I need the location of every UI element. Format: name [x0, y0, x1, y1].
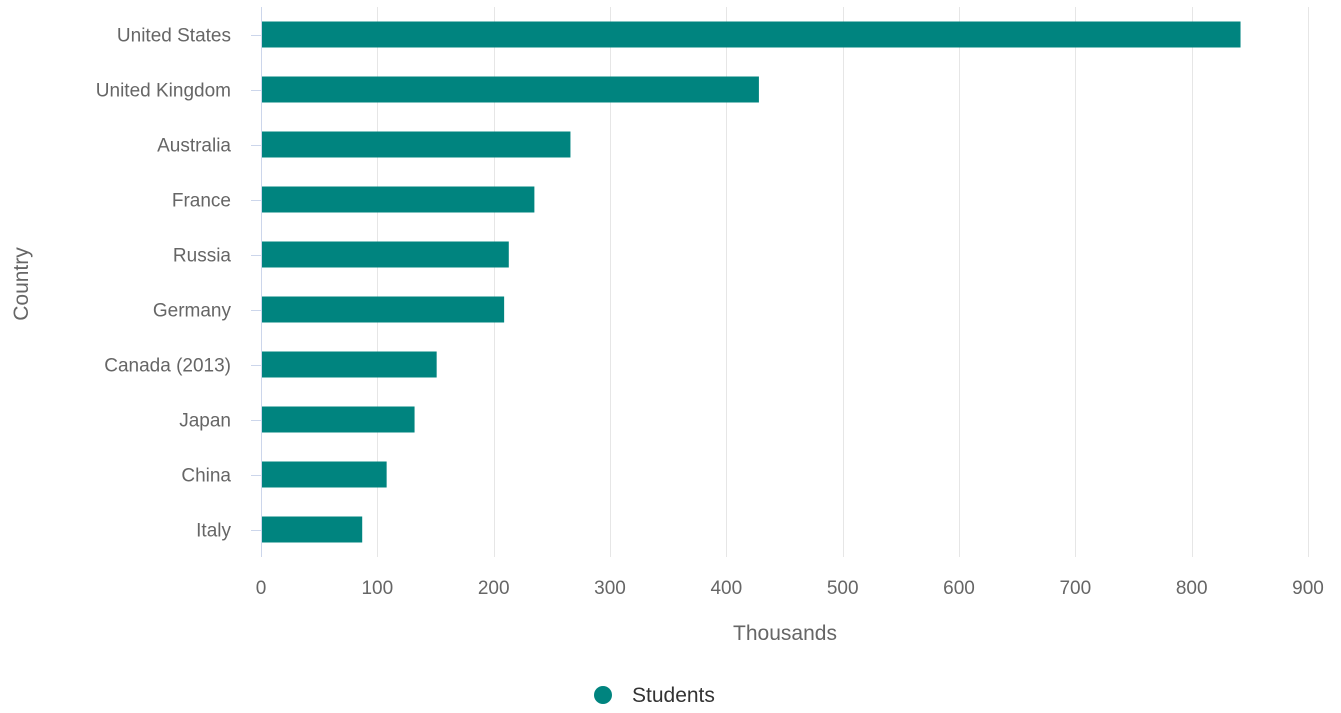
tick-labels: 0 100 200 300 400 500 600 700 800 900 United State…: [96, 26, 1324, 600]
bar[interactable]: [262, 186, 535, 213]
bar[interactable]: [262, 76, 759, 103]
x-tick-label: 300: [594, 578, 626, 599]
x-tick-label: 100: [361, 578, 393, 599]
x-tick-label: 600: [943, 578, 975, 599]
bar[interactable]: [262, 131, 571, 158]
y-tick-label: United States: [117, 26, 231, 47]
y-tick-label: Russia: [173, 246, 232, 267]
x-tick-label: 900: [1292, 578, 1324, 599]
bars: [262, 21, 1241, 543]
x-tick-label: 800: [1176, 578, 1208, 599]
legend-label-students[interactable]: Students: [632, 684, 715, 707]
legend-marker-students: [594, 686, 612, 704]
y-tick-label: Germany: [153, 301, 232, 322]
legend[interactable]: Students: [594, 684, 715, 707]
x-tick-label: 200: [478, 578, 510, 599]
x-axis-title: Thousands: [733, 622, 837, 645]
y-tick-label: France: [172, 191, 231, 212]
x-tick-label: 0: [256, 578, 267, 599]
x-tick-label: 700: [1059, 578, 1091, 599]
bar[interactable]: [262, 351, 437, 378]
y-tick-label: Italy: [196, 521, 231, 542]
bar[interactable]: [262, 406, 415, 433]
bar[interactable]: [262, 241, 509, 268]
bar[interactable]: [262, 516, 363, 543]
y-tick-label: Australia: [157, 136, 231, 157]
x-tick-label: 400: [710, 578, 742, 599]
bar[interactable]: [262, 296, 505, 323]
y-tick-label: United Kingdom: [96, 81, 231, 102]
bar[interactable]: [262, 461, 387, 488]
y-axis-title: Country: [10, 247, 33, 321]
y-tick-label: Japan: [179, 411, 231, 432]
axes: [251, 7, 262, 557]
x-tick-label: 500: [827, 578, 859, 599]
y-tick-label: China: [181, 466, 231, 487]
y-tick-label: Canada (2013): [104, 356, 231, 377]
bar[interactable]: [262, 21, 1241, 48]
